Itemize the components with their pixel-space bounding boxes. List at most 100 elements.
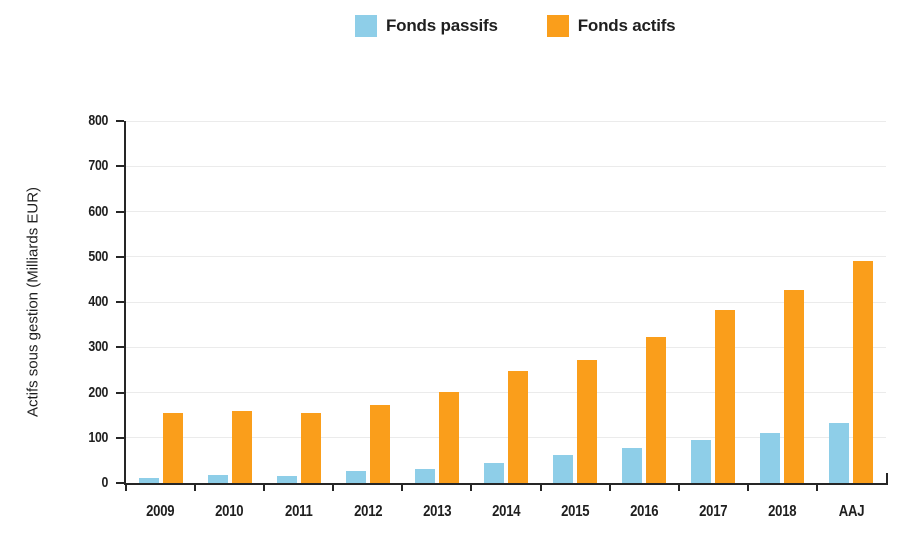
legend-item-fonds-actifs: Fonds actifs [546, 15, 676, 37]
x-axis-line [124, 483, 888, 485]
y-tick-800 [116, 120, 124, 122]
gridline-700 [126, 165, 886, 167]
y-tick-700 [116, 165, 124, 168]
x-label-text-AAJ: AAJ [838, 503, 865, 520]
y-tick-label-400: 400 [8, 292, 108, 312]
y-tick-label-text-600: 600 [88, 202, 108, 220]
legend-label-fonds-actifs: Fonds actifs [577, 16, 676, 35]
bar-group-2016 [610, 121, 679, 483]
x-label-2013: 2013 [402, 503, 471, 521]
x-label-text-2016: 2016 [630, 503, 659, 520]
bar-group-AAJ [817, 121, 886, 483]
x-tick-7 [608, 483, 611, 491]
bar-fonds-passifs-2016 [622, 447, 643, 483]
y-tick-label-600: 600 [8, 202, 108, 222]
y-tick-label-text-700: 700 [88, 157, 108, 175]
x-tick-4 [401, 483, 404, 491]
y-tick-label-text-500: 500 [88, 247, 108, 265]
bar-group-2011 [264, 121, 333, 483]
y-tick-600 [116, 210, 124, 213]
x-tick-1 [194, 483, 197, 491]
y-tick-label-text-200: 200 [88, 383, 108, 401]
bar-fonds-passifs-2014 [483, 462, 504, 483]
x-label-2014: 2014 [471, 503, 540, 521]
bar-group-2009 [126, 121, 195, 483]
bar-fonds-actifs-2014 [507, 371, 528, 483]
x-label-2016: 2016 [610, 503, 679, 521]
bar-fonds-passifs-AAJ [829, 422, 850, 483]
x-label-2015: 2015 [541, 503, 610, 521]
x-tick-3 [332, 483, 335, 491]
x-label-2009: 2009 [126, 503, 195, 521]
bar-fonds-passifs-2010 [207, 474, 228, 483]
legend-passifs-swatch-icon [355, 15, 377, 37]
y-tick-label-text-100: 100 [88, 428, 108, 446]
bar-group-2012 [333, 121, 402, 483]
plot-area: 0 100 200 300 400 500 600 700 800 2009 2010 2011 20… [88, 112, 888, 520]
x-label-text-2012: 2012 [353, 503, 382, 520]
y-tick-label-200: 200 [8, 383, 108, 403]
gridline-200 [126, 392, 886, 393]
bar-fonds-passifs-2013 [414, 468, 435, 483]
bar-fonds-actifs-2009 [162, 412, 183, 483]
x-label-text-2013: 2013 [422, 503, 451, 520]
bar-fonds-passifs-2018 [760, 433, 781, 483]
x-tick-8 [677, 483, 680, 491]
y-tick-label-100: 100 [8, 428, 108, 448]
legend-item-fonds-passifs: Fonds passifs [355, 15, 498, 37]
bar-fonds-passifs-2017 [691, 440, 712, 483]
y-axis-line [124, 121, 126, 485]
x-label-text-2018: 2018 [768, 503, 797, 520]
bar-fonds-actifs-2011 [300, 413, 321, 483]
bar-fonds-passifs-2011 [276, 475, 297, 483]
y-tick-label-text-800: 800 [88, 112, 108, 129]
x-label-text-2009: 2009 [146, 503, 175, 520]
y-tick-label-text-300: 300 [88, 338, 108, 356]
gridline-500 [126, 256, 886, 258]
y-tick-label-300: 300 [8, 337, 108, 357]
right-axis-stub [886, 473, 888, 485]
y-tick-label-500: 500 [8, 247, 108, 267]
bar-fonds-actifs-AAJ [853, 261, 874, 483]
legend-actifs-swatch-icon [546, 15, 569, 37]
y-tick-label-800: 800 [8, 111, 108, 131]
x-label-2018: 2018 [748, 503, 817, 521]
x-tick-6 [539, 483, 542, 491]
bar-group-2014 [471, 121, 540, 483]
gridline-300 [126, 346, 886, 348]
y-tick-200 [116, 391, 124, 394]
bar-fonds-actifs-2012 [369, 405, 390, 483]
bar-fonds-passifs-2009 [138, 477, 159, 483]
y-tick-400 [116, 301, 124, 303]
y-tick-300 [116, 346, 124, 349]
x-tick-9 [746, 483, 749, 491]
x-tick-2 [263, 483, 266, 491]
x-label-2017: 2017 [679, 503, 748, 521]
x-label-text-2011: 2011 [284, 503, 313, 520]
legend-label-fonds-passifs: Fonds passifs [386, 16, 498, 35]
bar-group-2018 [748, 121, 817, 483]
gridline-800 [126, 120, 886, 122]
bar-group-2017 [679, 121, 748, 483]
x-label-text-2010: 2010 [215, 503, 244, 520]
x-label-2012: 2012 [333, 503, 402, 521]
x-tick-5 [470, 483, 473, 491]
x-tick-10 [815, 483, 818, 491]
bar-fonds-actifs-2015 [577, 360, 598, 483]
y-tick-label-text-0: 0 [101, 474, 108, 491]
chart-legend: Fonds passifs Fonds actifs [355, 15, 676, 37]
y-tick-100 [116, 436, 124, 439]
x-tick-0 [125, 483, 127, 491]
gridline-100 [126, 437, 886, 439]
x-label-2010: 2010 [195, 503, 264, 521]
x-label-text-2015: 2015 [560, 503, 590, 520]
y-tick-label-text-400: 400 [88, 293, 108, 310]
y-tick-0 [116, 482, 124, 484]
gridline-400 [126, 301, 886, 303]
x-label-2011: 2011 [264, 503, 333, 521]
bar-fonds-actifs-2017 [715, 309, 736, 483]
bar-fonds-passifs-2012 [345, 470, 366, 483]
y-tick-500 [116, 255, 124, 258]
bar-group-2015 [541, 121, 610, 483]
bar-group-2010 [195, 121, 264, 483]
